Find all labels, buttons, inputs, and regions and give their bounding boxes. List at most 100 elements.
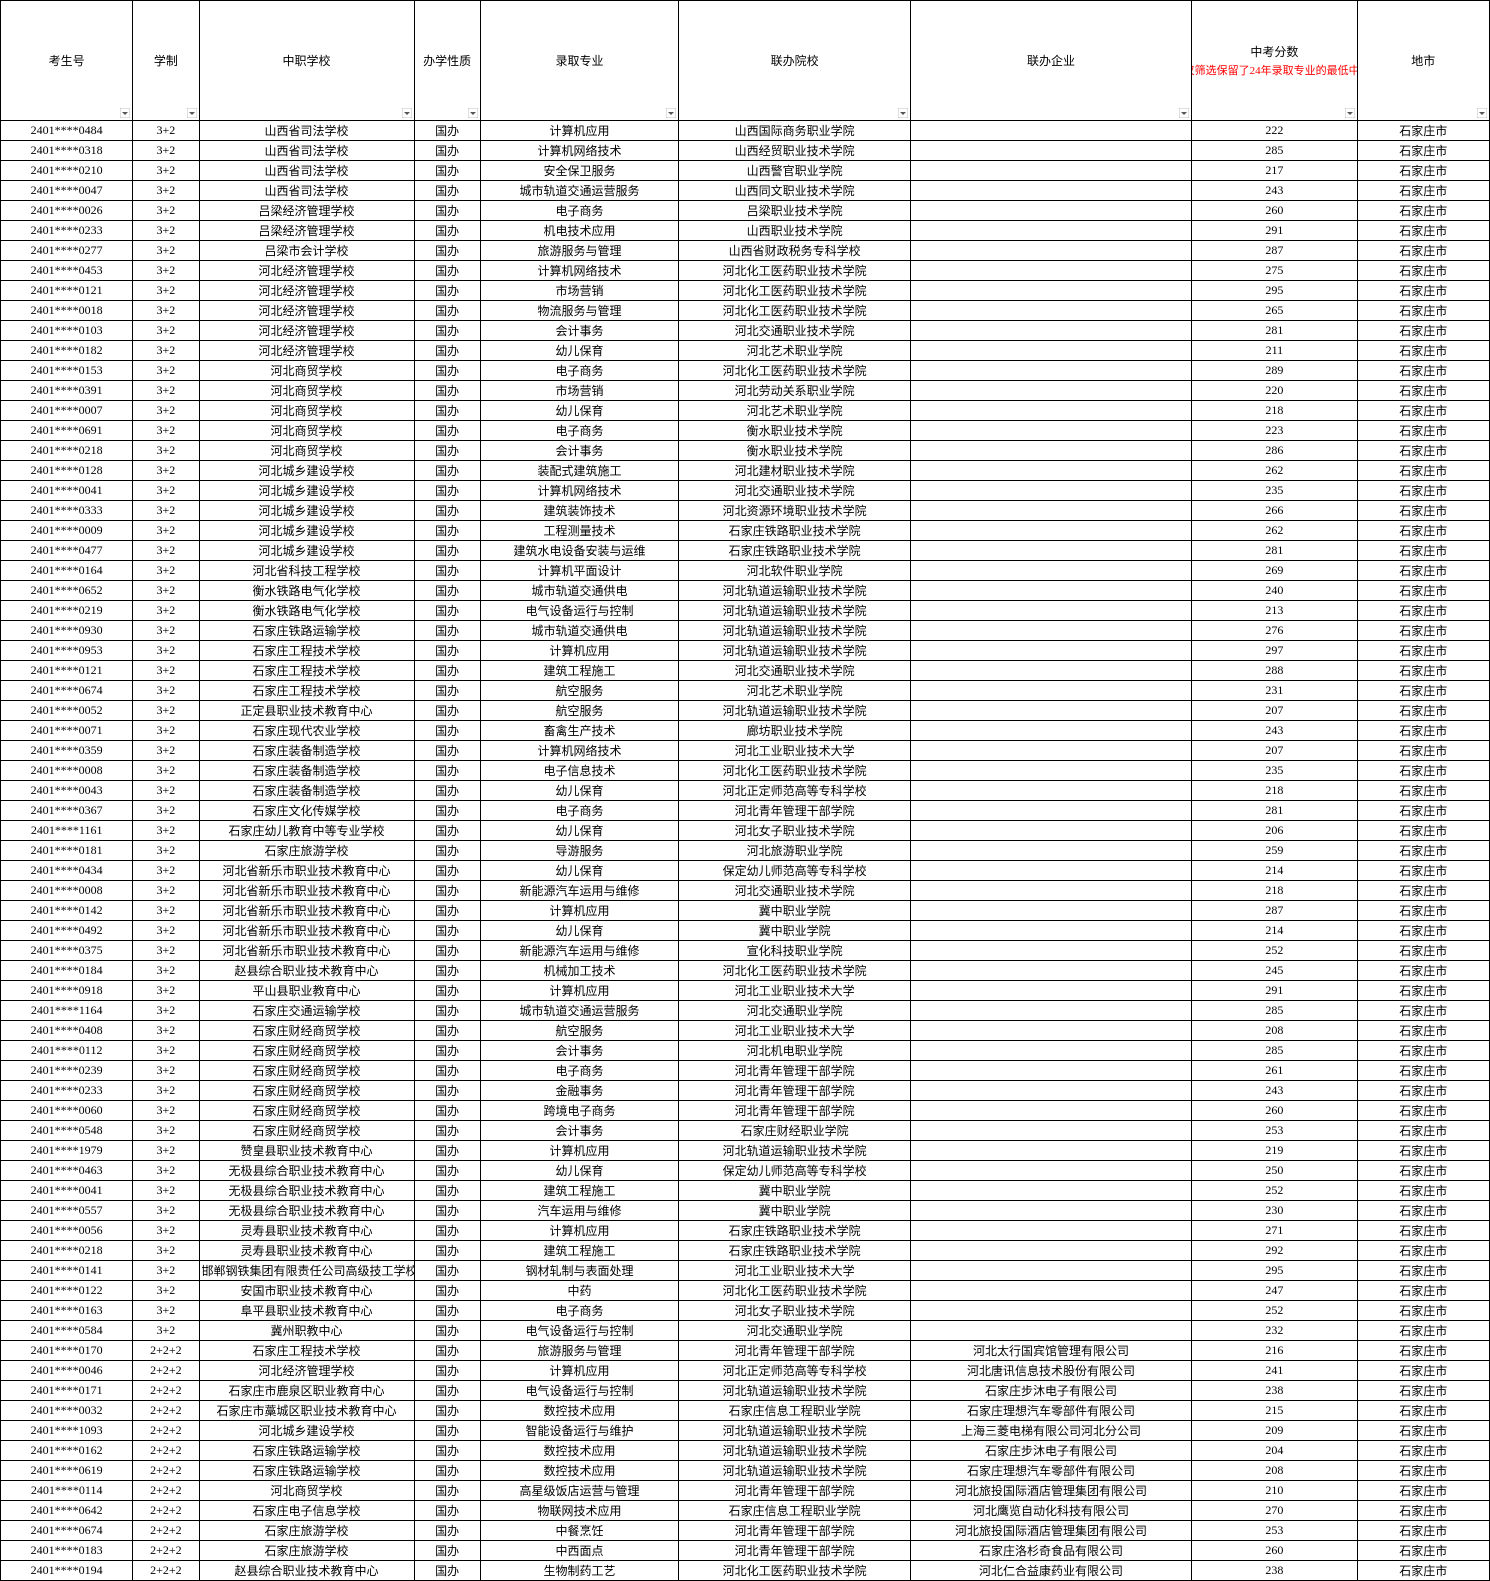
table-row: 2401****01633+2阜平县职业技术教育中心国办电子商务河北女子职业技术… [1, 1301, 1490, 1321]
cell-major: 城市轨道交通运营服务 [480, 181, 679, 201]
filter-icon[interactable] [1477, 108, 1487, 118]
cell-banxue: 国办 [414, 1561, 480, 1581]
cell-college: 河北艺术职业学院 [679, 401, 911, 421]
cell-banxue: 国办 [414, 1261, 480, 1281]
cell-id: 2401****0674 [1, 681, 133, 701]
cell-score: 222 [1192, 121, 1357, 141]
cell-xuezhi: 2+2+2 [133, 1361, 199, 1381]
filter-icon[interactable] [187, 108, 197, 118]
table-row: 2401****09533+2石家庄工程技术学校国办计算机应用河北轨道运输职业技… [1, 641, 1490, 661]
col-header-school[interactable]: 中职学校 [199, 1, 414, 121]
cell-banxue: 国办 [414, 1481, 480, 1501]
cell-id: 2401****0008 [1, 761, 133, 781]
cell-score: 245 [1192, 961, 1357, 981]
cell-major: 电气设备运行与控制 [480, 1321, 679, 1341]
cell-school: 石家庄旅游学校 [199, 1521, 414, 1541]
cell-company [910, 661, 1191, 681]
cell-college: 河北交通职业技术学院 [679, 481, 911, 501]
col-header-company[interactable]: 联办企业 [910, 1, 1191, 121]
cell-xuezhi: 3+2 [133, 621, 199, 641]
filter-icon[interactable] [666, 108, 676, 118]
cell-city: 石家庄市 [1357, 401, 1489, 421]
filter-icon[interactable] [1345, 108, 1355, 118]
cell-city: 石家庄市 [1357, 581, 1489, 601]
cell-id: 2401****0408 [1, 1021, 133, 1041]
cell-major: 中西面点 [480, 1541, 679, 1561]
cell-major: 电子商务 [480, 1061, 679, 1081]
filter-icon[interactable] [898, 108, 908, 118]
cell-xuezhi: 3+2 [133, 461, 199, 481]
cell-major: 电子商务 [480, 801, 679, 821]
col-header-id[interactable]: 考生号 [1, 1, 133, 121]
cell-xuezhi: 3+2 [133, 201, 199, 221]
cell-school: 石家庄铁路运输学校 [199, 621, 414, 641]
cell-banxue: 国办 [414, 841, 480, 861]
cell-company [910, 481, 1191, 501]
cell-college: 河北软件职业学院 [679, 561, 911, 581]
cell-company [910, 981, 1191, 1001]
cell-xuezhi: 3+2 [133, 1001, 199, 1021]
cell-score: 297 [1192, 641, 1357, 661]
cell-major: 计算机应用 [480, 121, 679, 141]
cell-banxue: 国办 [414, 1381, 480, 1401]
cell-banxue: 国办 [414, 1301, 480, 1321]
cell-xuezhi: 3+2 [133, 601, 199, 621]
cell-xuezhi: 3+2 [133, 1161, 199, 1181]
cell-id: 2401****0463 [1, 1161, 133, 1181]
cell-company: 河北旅投国际酒店管理集团有限公司 [910, 1521, 1191, 1541]
cell-id: 2401****0691 [1, 421, 133, 441]
cell-school: 石家庄铁路运输学校 [199, 1441, 414, 1461]
cell-school: 河北省新乐市职业技术教育中心 [199, 881, 414, 901]
filter-icon[interactable] [468, 108, 478, 118]
cell-score: 291 [1192, 221, 1357, 241]
cell-major: 建筑工程施工 [480, 1181, 679, 1201]
cell-id: 2401****0930 [1, 621, 133, 641]
cell-city: 石家庄市 [1357, 1401, 1489, 1421]
cell-id: 2401****0239 [1, 1061, 133, 1081]
cell-score: 281 [1192, 801, 1357, 821]
table-row: 2401****02193+2衡水铁路电气化学校国办电气设备运行与控制河北轨道运… [1, 601, 1490, 621]
cell-college: 冀中职业学院 [679, 1181, 911, 1201]
cell-city: 石家庄市 [1357, 481, 1489, 501]
header-row: 考生号 学制 中职学校 办学性质 录取专业 联办院校 [1, 1, 1490, 121]
cell-id: 2401****0453 [1, 261, 133, 281]
filter-icon[interactable] [1179, 108, 1189, 118]
cell-banxue: 国办 [414, 1121, 480, 1141]
cell-score: 243 [1192, 721, 1357, 741]
col-header-city[interactable]: 地市 [1357, 1, 1489, 121]
cell-score: 252 [1192, 941, 1357, 961]
header-banxue-label: 办学性质 [423, 52, 471, 69]
cell-school: 无极县综合职业技术教育中心 [199, 1201, 414, 1221]
cell-college: 河北轨道运输职业技术学院 [679, 1461, 911, 1481]
col-header-banxue[interactable]: 办学性质 [414, 1, 480, 121]
col-header-college[interactable]: 联办院校 [679, 1, 911, 121]
cell-xuezhi: 3+2 [133, 561, 199, 581]
col-header-xuezhi[interactable]: 学制 [133, 1, 199, 121]
cell-college: 冀中职业学院 [679, 901, 911, 921]
filter-icon[interactable] [402, 108, 412, 118]
cell-company [910, 1221, 1191, 1241]
cell-company [910, 581, 1191, 601]
cell-city: 石家庄市 [1357, 441, 1489, 461]
cell-xuezhi: 3+2 [133, 301, 199, 321]
cell-school: 河北商贸学校 [199, 421, 414, 441]
cell-id: 2401****0141 [1, 1261, 133, 1281]
table-row: 2401****03753+2河北省新乐市职业技术教育中心国办新能源汽车运用与维… [1, 941, 1490, 961]
cell-company [910, 1081, 1191, 1101]
table-row: 2401****01942+2+2赵县综合职业技术教育中心国办生物制药工艺河北化… [1, 1561, 1490, 1581]
header-college-label: 联办院校 [771, 52, 819, 69]
cell-xuezhi: 3+2 [133, 661, 199, 681]
cell-school: 灵寿县职业技术教育中心 [199, 1241, 414, 1261]
cell-banxue: 国办 [414, 261, 480, 281]
table-row: 2401****00603+2石家庄财经商贸学校国办跨境电子商务河北青年管理干部… [1, 1101, 1490, 1121]
cell-city: 石家庄市 [1357, 281, 1489, 301]
cell-id: 2401****0043 [1, 781, 133, 801]
col-header-score[interactable]: 中考分数 *本表仅筛选保留了24年录取专业的最低中考分数 [1192, 1, 1357, 121]
cell-id: 2401****0018 [1, 301, 133, 321]
cell-major: 电子商务 [480, 361, 679, 381]
col-header-major[interactable]: 录取专业 [480, 1, 679, 121]
cell-banxue: 国办 [414, 461, 480, 481]
cell-xuezhi: 3+2 [133, 481, 199, 501]
filter-icon[interactable] [120, 108, 130, 118]
cell-company [910, 521, 1191, 541]
